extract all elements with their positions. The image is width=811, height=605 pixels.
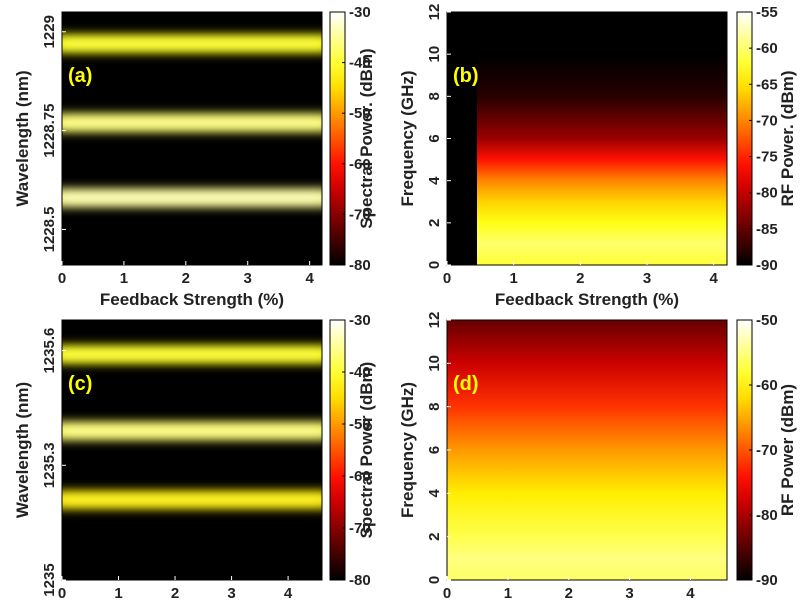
colorbar-tick-label: -50 <box>349 105 371 122</box>
x-tick-label: 2 <box>565 585 573 602</box>
colorbar-tick-label: -80 <box>349 572 371 589</box>
x-tick-label: 0 <box>58 270 66 287</box>
colorbar-tick-label: -60 <box>756 377 778 394</box>
y-tick-label: 12 <box>426 4 443 21</box>
colorbar-label: Spectral Power. (dBm) <box>357 48 376 228</box>
plot-frame <box>61 11 323 266</box>
y-tick-label: 4 <box>426 489 443 498</box>
x-tick-label: 2 <box>171 585 179 602</box>
y-tick-label: 2 <box>426 532 443 540</box>
colorbar-tick-label: -70 <box>756 112 778 129</box>
colorbar-tick-label: -90 <box>756 572 778 589</box>
y-tick-label: 10 <box>426 46 443 63</box>
x-tick-label: 3 <box>643 270 651 287</box>
rf-spectrum <box>447 320 727 580</box>
x-tick-label: 1 <box>504 585 512 602</box>
y-tick-label: 10 <box>426 355 443 372</box>
y-axis-label: Frequency (GHz) <box>398 70 417 206</box>
y-tick-label: 1228.75 <box>41 103 58 157</box>
y-tick-label: 0 <box>426 261 443 269</box>
plot-area <box>62 34 322 207</box>
colorbar-tick-label: -50 <box>756 312 778 329</box>
colorbar-tick-label: -70 <box>756 442 778 459</box>
plot-area <box>62 345 322 509</box>
plot-background <box>62 12 322 265</box>
colorbar-tick-label: -40 <box>349 55 371 72</box>
x-tick-label: 4 <box>686 585 695 602</box>
y-tick-label: 8 <box>426 92 443 100</box>
colorbar-label: RF Power. (dBm) <box>778 70 797 206</box>
panel-label: (b) <box>453 65 479 87</box>
y-tick-label: 6 <box>426 446 443 454</box>
colorbar-tick-label: -80 <box>756 507 778 524</box>
mode-core <box>62 40 322 47</box>
panel-label: (d) <box>453 373 479 395</box>
x-tick-label: 1 <box>114 585 122 602</box>
plot-area <box>477 12 727 265</box>
colorbar-tick-label: -75 <box>756 149 778 166</box>
y-tick-label: 4 <box>426 176 443 185</box>
plot-area <box>447 320 727 580</box>
x-tick-label: 3 <box>244 270 252 287</box>
colorbar-tick-label: -50 <box>349 416 371 433</box>
x-tick-label: 3 <box>227 585 235 602</box>
colorbar-tick-label: -30 <box>349 4 371 21</box>
y-axis-label: Frequency (GHz) <box>398 382 417 518</box>
x-tick-label: 4 <box>305 270 314 287</box>
y-tick-label: 2 <box>426 219 443 227</box>
colorbar-tick-label: -80 <box>349 257 371 274</box>
colorbar-tick-label: -60 <box>349 468 371 485</box>
y-tick-label: 8 <box>426 402 443 410</box>
y-axis-label: Wavelength (nm) <box>13 382 32 518</box>
colorbar-label: Spectral Power (dBm) <box>357 362 376 539</box>
mode-core <box>62 194 322 201</box>
x-tick-label: 4 <box>709 270 718 287</box>
colorbar-tick-label: -70 <box>349 520 371 537</box>
x-tick-label: 0 <box>443 270 451 287</box>
y-tick-label: 1235 <box>41 563 58 596</box>
panel-label: (a) <box>68 65 92 87</box>
colorbar <box>736 11 753 266</box>
x-tick-label: 4 <box>284 585 293 602</box>
colorbar-label: RF Power (dBm) <box>778 384 797 516</box>
colorbar <box>329 319 346 581</box>
x-axis-label: Feedback Strength (%) <box>495 290 679 309</box>
x-tick-label: 2 <box>182 270 190 287</box>
colorbar-tick-label: -70 <box>349 206 371 223</box>
x-tick-label: 2 <box>576 270 584 287</box>
colorbar <box>329 11 346 266</box>
colorbar-tick-label: -60 <box>756 40 778 57</box>
colorbar-tick-label: -30 <box>349 312 371 329</box>
colorbar-tick-label: -60 <box>349 156 371 173</box>
y-tick-label: 1235.3 <box>41 442 58 488</box>
mode-core <box>62 119 322 126</box>
colorbar-tick-label: -90 <box>756 257 778 274</box>
mode-core <box>62 496 322 503</box>
mode-core <box>62 427 322 434</box>
y-tick-label: 1235.6 <box>41 328 58 374</box>
y-tick-label: 6 <box>426 134 443 142</box>
x-tick-label: 1 <box>509 270 517 287</box>
mode-core <box>62 351 322 358</box>
rf-spectrum <box>477 12 727 265</box>
colorbar-tick-label: -65 <box>756 76 778 93</box>
x-tick-label: 3 <box>625 585 633 602</box>
colorbar-tick-label: -85 <box>756 221 778 238</box>
x-tick-label: 0 <box>443 585 451 602</box>
x-axis-label: Feedback Strength (%) <box>100 290 284 309</box>
colorbar-tick-label: -80 <box>756 185 778 202</box>
panel-label: (c) <box>68 373 92 395</box>
y-tick-label: 0 <box>426 576 443 584</box>
y-axis-label: Wavelength (nm) <box>13 70 32 206</box>
x-tick-label: 0 <box>58 585 66 602</box>
y-tick-label: 12 <box>426 312 443 329</box>
colorbar-tick-label: -40 <box>349 364 371 381</box>
x-tick-label: 1 <box>120 270 128 287</box>
plot-frame <box>61 319 323 581</box>
y-tick-label: 1229 <box>41 15 58 48</box>
y-tick-label: 1228.5 <box>41 206 58 252</box>
colorbar-tick-label: -55 <box>756 4 778 21</box>
